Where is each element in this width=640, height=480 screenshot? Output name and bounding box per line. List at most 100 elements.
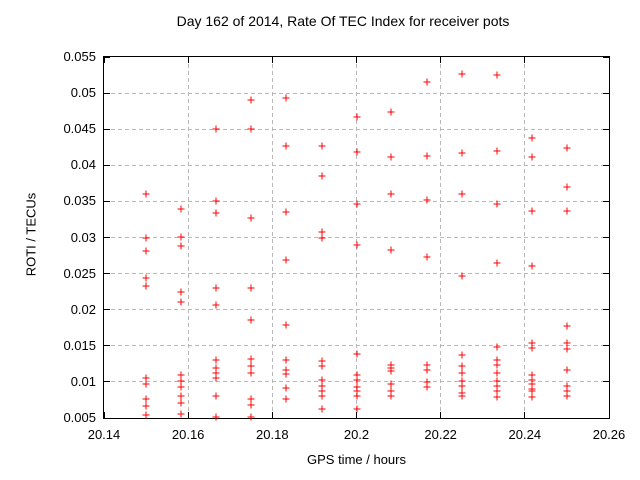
data-point-marker (493, 259, 501, 267)
v-gridline (440, 57, 442, 418)
data-point-marker (387, 387, 395, 395)
data-point-marker (493, 369, 501, 377)
data-point-marker (177, 371, 185, 379)
v-gridline (271, 57, 273, 418)
data-point-marker (458, 392, 466, 400)
data-point-marker (563, 207, 571, 215)
data-point-marker (212, 301, 220, 309)
y-tick-label: 0.015 (63, 337, 96, 353)
data-point-marker (212, 209, 220, 217)
axis-tick (104, 92, 110, 94)
x-axis-label: GPS time / hours (307, 452, 406, 467)
x-tick-label: 20.18 (256, 427, 289, 442)
axis-tick (104, 273, 110, 275)
data-point-marker (563, 345, 571, 353)
data-point-marker (247, 362, 255, 370)
data-point-marker (353, 405, 360, 413)
data-point-marker (493, 382, 501, 389)
data-point-marker (212, 413, 220, 421)
data-point-marker (212, 125, 220, 133)
data-point-marker (528, 134, 536, 142)
data-point-marker (528, 393, 536, 401)
data-point-marker (282, 384, 290, 392)
data-point-marker (493, 393, 501, 401)
axis-tick (104, 128, 110, 130)
data-point-marker (458, 362, 466, 370)
data-point-marker (318, 387, 326, 395)
data-point-marker (142, 402, 150, 410)
y-tick-label: 0.01 (70, 373, 96, 389)
data-point-marker (528, 387, 536, 395)
x-tick-label: 20.24 (508, 427, 542, 442)
x-tick-label: 20.26 (592, 427, 626, 442)
data-point-marker (282, 370, 290, 378)
data-point-marker (282, 208, 290, 216)
data-point-marker (212, 197, 220, 205)
data-point-marker (212, 392, 220, 400)
y-tick-label: 0.05 (70, 85, 96, 101)
data-point-marker (353, 148, 360, 156)
y-tick-label: 0.035 (63, 193, 96, 209)
data-point-marker (423, 383, 431, 391)
y-tick-label: 0.03 (70, 229, 96, 245)
data-point-marker (318, 228, 326, 236)
data-point-marker (387, 380, 395, 388)
data-point-marker (423, 366, 431, 374)
data-point-marker (563, 392, 571, 400)
data-point-marker (387, 392, 395, 400)
axis-tick (603, 381, 609, 383)
data-point-marker (423, 253, 431, 261)
axis-tick (608, 412, 610, 418)
data-point-marker (387, 108, 395, 116)
axis-tick (603, 56, 609, 58)
data-point-marker (247, 125, 255, 133)
data-point-marker (282, 366, 290, 374)
axis-tick (104, 345, 110, 347)
y-tick-label: 0.02 (70, 301, 96, 317)
data-point-marker (177, 392, 185, 400)
data-point-marker (387, 361, 395, 369)
axis-tick (603, 164, 609, 166)
data-point-marker (387, 190, 395, 198)
data-point-marker (563, 387, 571, 395)
data-point-marker (282, 395, 290, 402)
data-point-marker (353, 113, 360, 121)
chart-title: Day 162 of 2014, Rate Of TEC Index for r… (176, 13, 510, 29)
data-point-marker (177, 410, 185, 418)
data-point-marker (318, 357, 326, 365)
data-point-marker (247, 316, 255, 324)
x-tick-label: 20.14 (87, 427, 121, 442)
data-point-marker (212, 374, 220, 382)
axis-tick (271, 412, 273, 418)
data-point-marker (282, 321, 290, 329)
data-point-marker (353, 371, 360, 379)
data-point-marker (458, 369, 466, 377)
v-gridline (356, 57, 357, 418)
data-point-marker (458, 351, 466, 359)
data-point-marker (177, 233, 185, 241)
data-point-marker (353, 383, 360, 391)
data-point-marker (177, 242, 185, 250)
data-point-marker (318, 376, 326, 384)
data-point-marker (528, 153, 536, 161)
data-point-marker (142, 274, 150, 282)
data-point-marker (563, 144, 571, 152)
data-point-marker (563, 322, 571, 330)
data-point-marker (247, 401, 255, 409)
data-point-marker (387, 367, 395, 375)
data-point-marker (142, 190, 150, 198)
data-point-marker (142, 411, 150, 419)
data-point-marker (247, 96, 255, 104)
data-point-marker (563, 366, 571, 374)
axis-tick (603, 345, 609, 347)
data-point-marker (458, 70, 466, 78)
data-point-marker (177, 383, 185, 391)
data-point-marker (318, 142, 326, 150)
data-point-marker (387, 153, 395, 161)
data-point-marker (177, 205, 185, 213)
axis-tick (524, 412, 526, 418)
axis-tick (440, 57, 442, 63)
plot-area (103, 56, 610, 421)
axis-tick (187, 57, 189, 63)
data-point-marker (282, 142, 290, 150)
